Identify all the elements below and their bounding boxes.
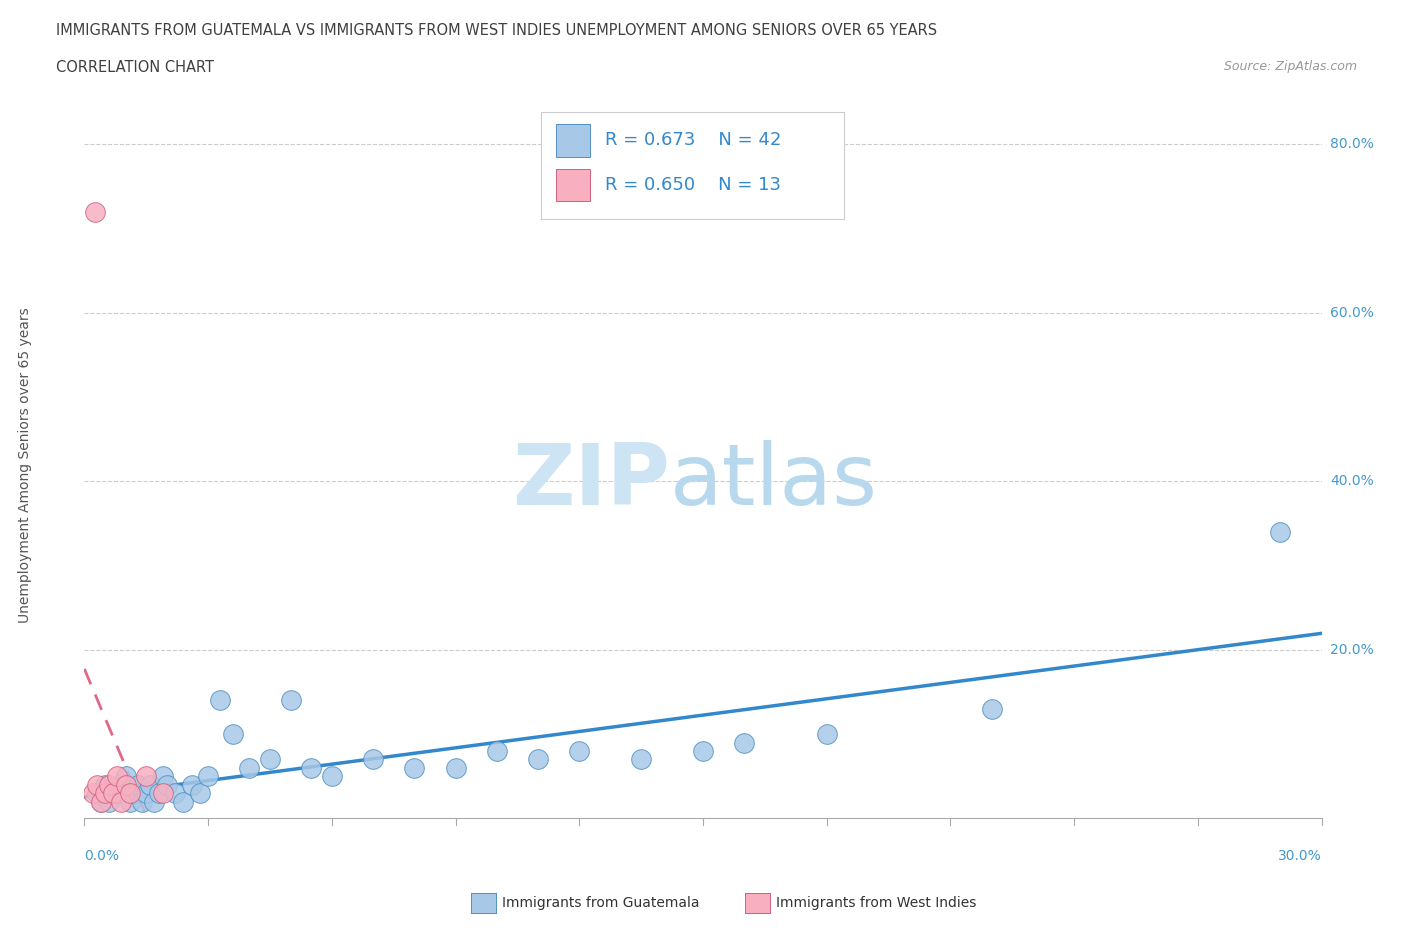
- Point: [148, 786, 170, 801]
- Point: [105, 786, 128, 801]
- Point: [98, 777, 121, 792]
- Point: [197, 769, 219, 784]
- Point: [98, 794, 121, 809]
- Point: [280, 693, 302, 708]
- Point: [188, 786, 211, 801]
- Point: [222, 726, 245, 741]
- Text: ZIP: ZIP: [512, 440, 671, 523]
- Text: CORRELATION CHART: CORRELATION CHART: [56, 60, 214, 75]
- Text: 80.0%: 80.0%: [1330, 138, 1374, 152]
- Point: [139, 777, 162, 792]
- Point: [299, 761, 322, 776]
- Point: [321, 769, 343, 784]
- Point: [692, 744, 714, 759]
- Point: [82, 786, 104, 801]
- Text: IMMIGRANTS FROM GUATEMALA VS IMMIGRANTS FROM WEST INDIES UNEMPLOYMENT AMONG SENI: IMMIGRANTS FROM GUATEMALA VS IMMIGRANTS …: [56, 23, 938, 38]
- Point: [103, 786, 125, 801]
- Point: [238, 761, 260, 776]
- Point: [122, 786, 145, 801]
- Point: [118, 786, 141, 801]
- Point: [527, 752, 550, 767]
- Point: [180, 777, 202, 792]
- Point: [143, 794, 166, 809]
- Point: [86, 777, 108, 792]
- Point: [152, 786, 174, 801]
- Point: [114, 777, 136, 792]
- Point: [172, 794, 194, 809]
- Point: [110, 794, 132, 809]
- Text: Source: ZipAtlas.com: Source: ZipAtlas.com: [1223, 60, 1357, 73]
- FancyBboxPatch shape: [557, 125, 589, 156]
- Point: [94, 786, 117, 801]
- Text: 30.0%: 30.0%: [1278, 849, 1322, 863]
- Point: [118, 794, 141, 809]
- Point: [94, 777, 117, 792]
- Text: 40.0%: 40.0%: [1330, 474, 1374, 488]
- Text: R = 0.673    N = 42: R = 0.673 N = 42: [605, 131, 782, 150]
- Point: [259, 752, 281, 767]
- Point: [83, 205, 105, 219]
- Point: [152, 769, 174, 784]
- FancyBboxPatch shape: [557, 169, 589, 202]
- Point: [733, 735, 755, 750]
- Point: [485, 744, 508, 759]
- Point: [630, 752, 652, 767]
- Point: [568, 744, 591, 759]
- Point: [165, 786, 187, 801]
- Point: [114, 769, 136, 784]
- Point: [90, 794, 112, 809]
- Text: Immigrants from Guatemala: Immigrants from Guatemala: [502, 896, 699, 910]
- Point: [444, 761, 467, 776]
- Point: [815, 726, 838, 741]
- Point: [156, 777, 179, 792]
- Point: [361, 752, 384, 767]
- Point: [110, 777, 132, 792]
- Point: [103, 786, 125, 801]
- Text: R = 0.650    N = 13: R = 0.650 N = 13: [605, 177, 780, 194]
- Text: atlas: atlas: [671, 440, 877, 523]
- Point: [404, 761, 426, 776]
- Text: Immigrants from West Indies: Immigrants from West Indies: [776, 896, 977, 910]
- Point: [135, 769, 157, 784]
- Point: [90, 794, 112, 809]
- Point: [980, 701, 1002, 716]
- Point: [135, 786, 157, 801]
- Text: 20.0%: 20.0%: [1330, 643, 1374, 657]
- Point: [131, 794, 153, 809]
- Point: [86, 786, 108, 801]
- Text: 0.0%: 0.0%: [84, 849, 120, 863]
- Point: [209, 693, 232, 708]
- Point: [105, 769, 128, 784]
- Text: Unemployment Among Seniors over 65 years: Unemployment Among Seniors over 65 years: [18, 307, 32, 623]
- Point: [127, 777, 149, 792]
- Point: [1270, 525, 1292, 539]
- Text: 60.0%: 60.0%: [1330, 306, 1374, 320]
